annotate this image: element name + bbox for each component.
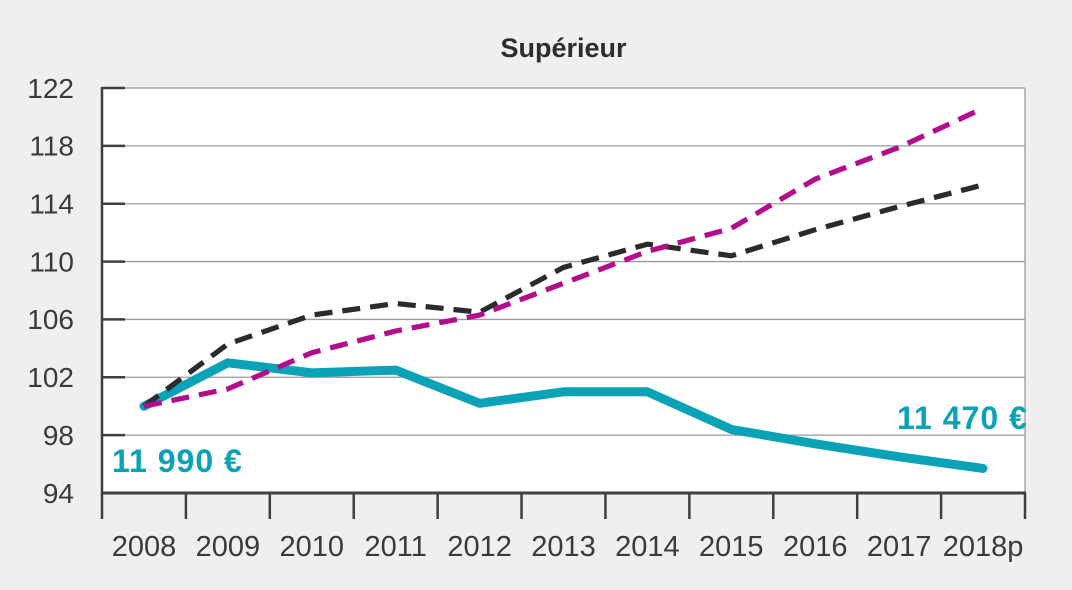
series-black-dashed <box>142 182 984 409</box>
y-axis-tick-label: 102 <box>27 362 74 393</box>
x-axis-tick-label: 2011 <box>364 531 426 563</box>
y-axis-tick-label: 122 <box>27 73 74 104</box>
x-axis-tick-label: 2018p <box>943 531 1024 563</box>
series-teal-solid <box>139 358 988 473</box>
x-axis-tick-label: 2015 <box>699 531 764 563</box>
x-axis-tick-label: 2010 <box>280 531 345 563</box>
x-axis-tick-label: 2016 <box>783 531 848 563</box>
y-axis-tick-label: 114 <box>29 189 74 220</box>
y-axis-tick-label: 94 <box>43 478 74 509</box>
x-axis-tick-label: 2012 <box>447 531 512 563</box>
y-axis-tick-label: 106 <box>27 304 74 335</box>
y-axis-tick-label: 98 <box>43 420 74 451</box>
series-magenta-dashed <box>143 105 985 409</box>
end-value-annotation: 11 470 € <box>897 400 1028 436</box>
x-axis-tick-label: 2009 <box>196 531 261 563</box>
x-axis-tick-label: 2013 <box>531 531 596 563</box>
y-axis-tick-label: 118 <box>29 131 74 162</box>
start-value-annotation: 11 990 € <box>112 443 243 479</box>
x-axis-tick-label: 2014 <box>615 531 680 563</box>
x-axis-tick-label: 2008 <box>112 531 177 563</box>
chart-title: Supérieur <box>500 33 627 63</box>
x-axis-tick-label: 2017 <box>867 531 932 563</box>
y-axis-tick-label: 110 <box>29 246 74 277</box>
plot-background <box>102 88 1025 493</box>
